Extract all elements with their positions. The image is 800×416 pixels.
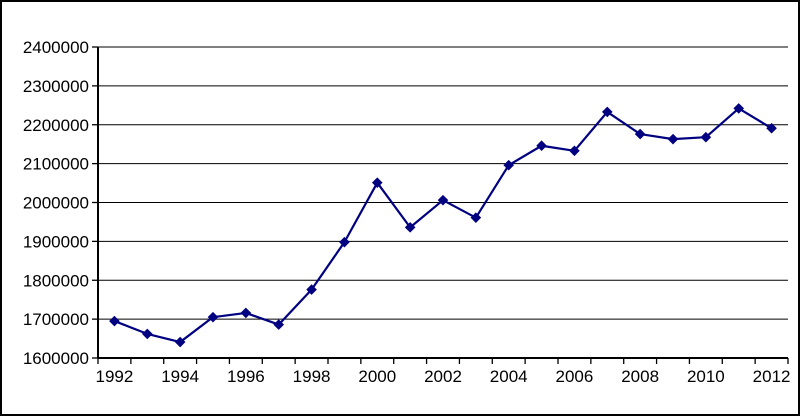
- y-tick-label: 2000000: [23, 194, 89, 213]
- data-point-1993: [141, 328, 153, 340]
- x-tick-label: 2006: [556, 367, 594, 386]
- data-point-2007: [601, 106, 613, 118]
- x-tick-label: 1998: [293, 367, 331, 386]
- series-group: [109, 103, 777, 348]
- data-point-1994: [174, 336, 186, 348]
- data-point-1995: [207, 311, 219, 323]
- data-point-2005: [536, 140, 547, 152]
- data-point-1992: [109, 315, 120, 327]
- data-point-1999: [339, 236, 350, 248]
- y-tick-label: 2400000: [23, 38, 89, 57]
- x-tick-label: 2002: [424, 367, 462, 386]
- y-tick-label: 1800000: [23, 271, 89, 290]
- x-axis-group: 1992 1994 1996 1998 2000 2002 2004 2006 2008 2010…: [96, 357, 791, 386]
- data-point-2012: [766, 122, 777, 134]
- y-tick-label: 2100000: [23, 155, 89, 174]
- x-tick-label: 2004: [490, 367, 528, 386]
- y-tick-label: 2200000: [23, 116, 89, 135]
- data-point-2003: [470, 212, 482, 223]
- y-tick-label: 2300000: [23, 77, 89, 96]
- data-point-2011: [733, 103, 745, 114]
- x-tick-label: 1992: [96, 367, 134, 386]
- data-point-2001: [404, 222, 416, 233]
- y-tick-label: 1600000: [23, 349, 89, 368]
- y-tick-label: 1700000: [23, 310, 89, 329]
- data-point-2006: [569, 145, 580, 157]
- y-tick-label: 1900000: [23, 232, 89, 251]
- x-tick-label: 2012: [753, 367, 791, 386]
- data-point-2002: [437, 194, 449, 206]
- data-point-2004: [503, 159, 515, 171]
- y-axis-group: 1600000 1700000 1800000 1900000 2000000 21000…: [23, 38, 99, 368]
- x-tick-label: 1994: [161, 367, 199, 386]
- data-point-1998: [306, 284, 317, 295]
- data-point-1996: [240, 307, 252, 319]
- x-tick-label: 2000: [358, 367, 396, 386]
- data-point-2008: [634, 128, 646, 140]
- gridlines-group: [98, 46, 788, 320]
- data-point-2010: [700, 131, 712, 143]
- data-point-1997: [273, 319, 285, 330]
- x-tick-label: 1996: [227, 367, 265, 386]
- data-point-2000: [371, 177, 383, 188]
- x-tick-label: 2008: [621, 367, 659, 386]
- x-tick-label: 2010: [687, 367, 725, 386]
- data-point-2009: [667, 133, 679, 145]
